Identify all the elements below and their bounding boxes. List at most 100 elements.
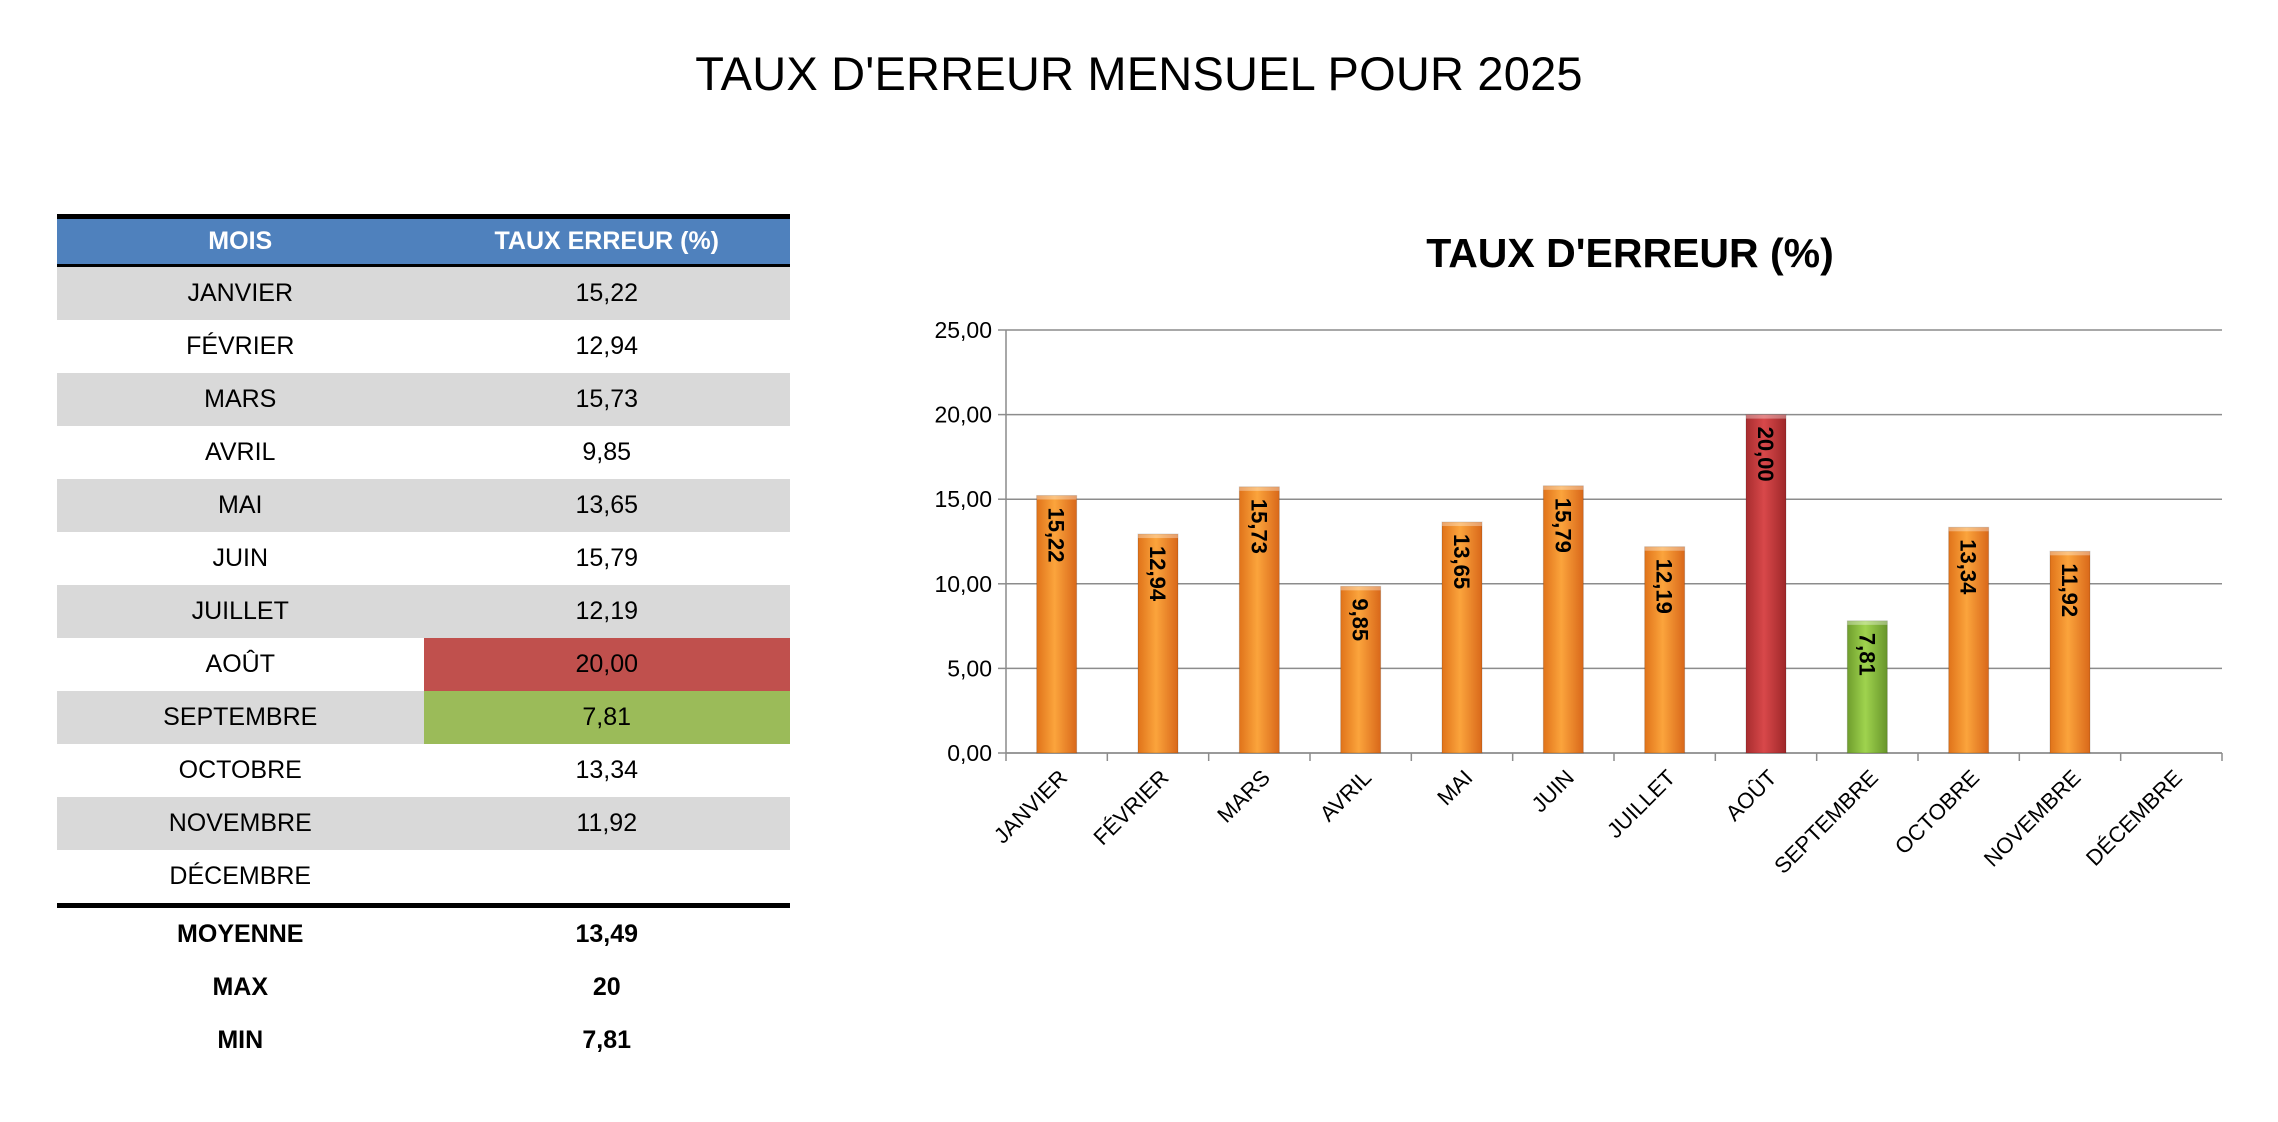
table-row: JUILLET 12,19 <box>57 585 790 638</box>
bar-cap <box>1442 522 1482 527</box>
month-cell: OCTOBRE <box>178 756 302 784</box>
page-title: TAUX D'ERREUR MENSUEL POUR 2025 <box>695 47 1583 100</box>
rate-cell: 20,00 <box>423 638 790 691</box>
rate-cell: 15,79 <box>575 544 639 572</box>
x-tick-label: JUILLET <box>1602 765 1680 843</box>
bar-cap <box>1138 534 1178 539</box>
error-rate-chart: TAUX D'ERREUR (%) 0,00 5,00 10,00 15,00 20,0… <box>880 230 2240 890</box>
y-tick-label: 0,00 <box>947 740 992 766</box>
x-tick-label: NOVEMBRE <box>1979 765 2086 872</box>
stat-value: 13,49 <box>575 920 639 948</box>
rate-cell: 12,94 <box>575 332 639 360</box>
table-row: JANVIER 15,22 <box>57 267 790 320</box>
table-row: MAI 13,65 <box>57 479 790 532</box>
data-label: 7,81 <box>1854 633 1879 676</box>
table-row: MARS 15,73 <box>57 373 790 426</box>
x-tick-label: AVRIL <box>1315 765 1376 826</box>
table-row: AVRIL 9,85 <box>57 426 790 479</box>
bar <box>1340 585 1382 754</box>
month-cell: FÉVRIER <box>186 332 295 360</box>
bar-cap <box>1340 586 1381 591</box>
month-cell: JUILLET <box>191 597 289 625</box>
month-cell: AOÛT <box>205 650 275 678</box>
bar <box>1644 546 1686 754</box>
data-label: 9,85 <box>1348 598 1373 641</box>
bar-cap <box>2050 551 2090 556</box>
x-tick-label: AOÛT <box>1721 765 1782 826</box>
stat-row: MAX 20 <box>57 961 790 1014</box>
data-label: 12,94 <box>1145 546 1170 602</box>
bar <box>2049 550 2091 754</box>
month-cell: NOVEMBRE <box>168 809 312 837</box>
chart-title: TAUX D'ERREUR (%) <box>1426 230 1834 276</box>
x-tick-label: MAI <box>1432 765 1477 810</box>
data-label: 15,79 <box>1550 498 1575 553</box>
rate-cell: 11,92 <box>576 809 638 837</box>
bar <box>1441 521 1483 754</box>
header-rate: TAUX ERREUR (%) <box>494 227 720 255</box>
x-tick-label: MARS <box>1212 765 1275 828</box>
bar <box>1542 485 1584 754</box>
bar <box>1238 486 1280 754</box>
data-label: 13,65 <box>1449 534 1474 589</box>
bar-cap <box>1644 546 1685 551</box>
month-cell: JANVIER <box>187 279 294 307</box>
bar <box>1036 494 1078 754</box>
stat-value: 7,81 <box>582 1026 632 1054</box>
bar-cap <box>1036 495 1077 500</box>
bar-cap <box>1847 620 1888 625</box>
x-tick-label: OCTOBRE <box>1890 765 1984 859</box>
header-month: MOIS <box>208 227 273 255</box>
bar-cap <box>1239 486 1280 491</box>
bar <box>1137 533 1179 754</box>
bar-cap <box>1543 485 1584 490</box>
rate-cell: 13,34 <box>575 756 639 784</box>
y-tick-label: 20,00 <box>934 402 992 428</box>
bar-cap <box>1746 414 1786 419</box>
error-rate-table: MOIS TAUX ERREUR (%) JANVIER 15,22 FÉVRIER… <box>57 214 790 1067</box>
stat-row: MOYENNE 13,49 <box>57 908 790 961</box>
month-cell: MAI <box>218 491 263 519</box>
stat-value: 20 <box>592 973 621 1001</box>
table-row: FÉVRIER 12,94 <box>57 320 790 373</box>
table-header: MOIS TAUX ERREUR (%) <box>57 214 790 267</box>
table-body: JANVIER 15,22 FÉVRIER 12,94 MARS 15,73 AVRIL 9,… <box>57 267 790 903</box>
rate-cell: 15,73 <box>575 385 639 413</box>
chart-svg: 0,00 5,00 10,00 15,00 20,00 25,00 15,22 JANVIER… <box>934 317 2223 878</box>
stat-row: MIN 7,81 <box>57 1014 790 1067</box>
stat-label: MIN <box>217 1026 264 1054</box>
data-label: 15,73 <box>1246 499 1271 554</box>
table-row: NOVEMBRE 11,92 <box>57 797 790 850</box>
table-row: SEPTEMBRE 7,81 <box>57 691 790 744</box>
y-tick-label: 5,00 <box>947 655 992 681</box>
x-tick-label: JUIN <box>1527 765 1579 817</box>
data-label: 11,92 <box>2057 563 2082 617</box>
month-cell: DÉCEMBRE <box>169 862 312 890</box>
table-row: JUIN 15,79 <box>57 532 790 585</box>
rate-cell <box>424 850 791 903</box>
bar <box>1745 414 1787 754</box>
stat-label: MOYENNE <box>177 920 304 948</box>
y-tick-label: 15,00 <box>934 486 992 512</box>
table-stats: MOYENNE 13,49 MAX 20 MIN 7,81 <box>57 908 790 1067</box>
data-label: 20,00 <box>1753 427 1778 482</box>
stat-label: MAX <box>212 973 269 1001</box>
bar <box>1846 620 1888 754</box>
x-tick-label: JANVIER <box>989 765 1072 848</box>
table-row: DÉCEMBRE <box>57 850 790 903</box>
x-tick-label: FÉVRIER <box>1088 765 1173 850</box>
bar-cap <box>1948 527 1989 532</box>
rate-cell: 7,81 <box>423 691 790 744</box>
table-row: AOÛT 20,00 <box>57 638 790 691</box>
table-divider <box>57 903 790 908</box>
data-label: 15,22 <box>1044 507 1069 562</box>
rate-cell: 9,85 <box>582 438 632 466</box>
rate-cell: 13,65 <box>575 491 639 519</box>
rate-cell: 15,22 <box>575 279 639 307</box>
table-row: OCTOBRE 13,34 <box>57 744 790 797</box>
data-label: 12,19 <box>1652 559 1677 614</box>
month-cell: SEPTEMBRE <box>163 703 318 731</box>
month-cell: MARS <box>204 385 277 413</box>
x-tick-label: DÉCEMBRE <box>2081 765 2187 871</box>
rate-cell: 12,19 <box>575 597 639 625</box>
